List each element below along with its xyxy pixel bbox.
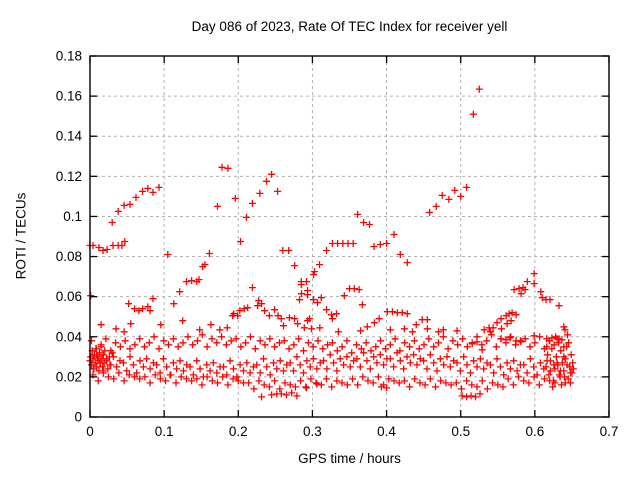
y-tick-label: 0.12 [56, 169, 82, 184]
y-tick-label: 0.06 [56, 289, 82, 304]
x-tick-label: 0.6 [525, 424, 544, 439]
x-tick-label: 0.2 [229, 424, 248, 439]
chart-title: Day 086 of 2023, Rate Of TEC Index for r… [191, 19, 508, 34]
x-tick-label: 0.5 [451, 424, 470, 439]
y-axis-label: ROTI / TECUs [13, 192, 29, 280]
y-tick-label: 0.04 [56, 329, 83, 344]
x-tick-label: 0.7 [600, 424, 619, 439]
x-tick-label: 0.1 [155, 424, 174, 439]
x-tick-label: 0.4 [377, 424, 396, 439]
x-tick-label: 0.3 [303, 424, 322, 439]
x-tick-label: 0 [86, 424, 94, 439]
y-tick-label: 0.02 [56, 369, 82, 384]
x-axis-label: GPS time / hours [298, 451, 401, 466]
y-tick-label: 0.08 [56, 249, 82, 264]
plot-border [89, 55, 610, 418]
y-tick-label: 0.18 [56, 49, 82, 64]
y-tick-label: 0.14 [56, 129, 83, 144]
scatter-points [86, 85, 577, 401]
y-tick-label: 0.16 [56, 89, 82, 104]
y-tick-label: 0 [74, 410, 82, 425]
y-tick-label: 0.1 [63, 209, 82, 224]
